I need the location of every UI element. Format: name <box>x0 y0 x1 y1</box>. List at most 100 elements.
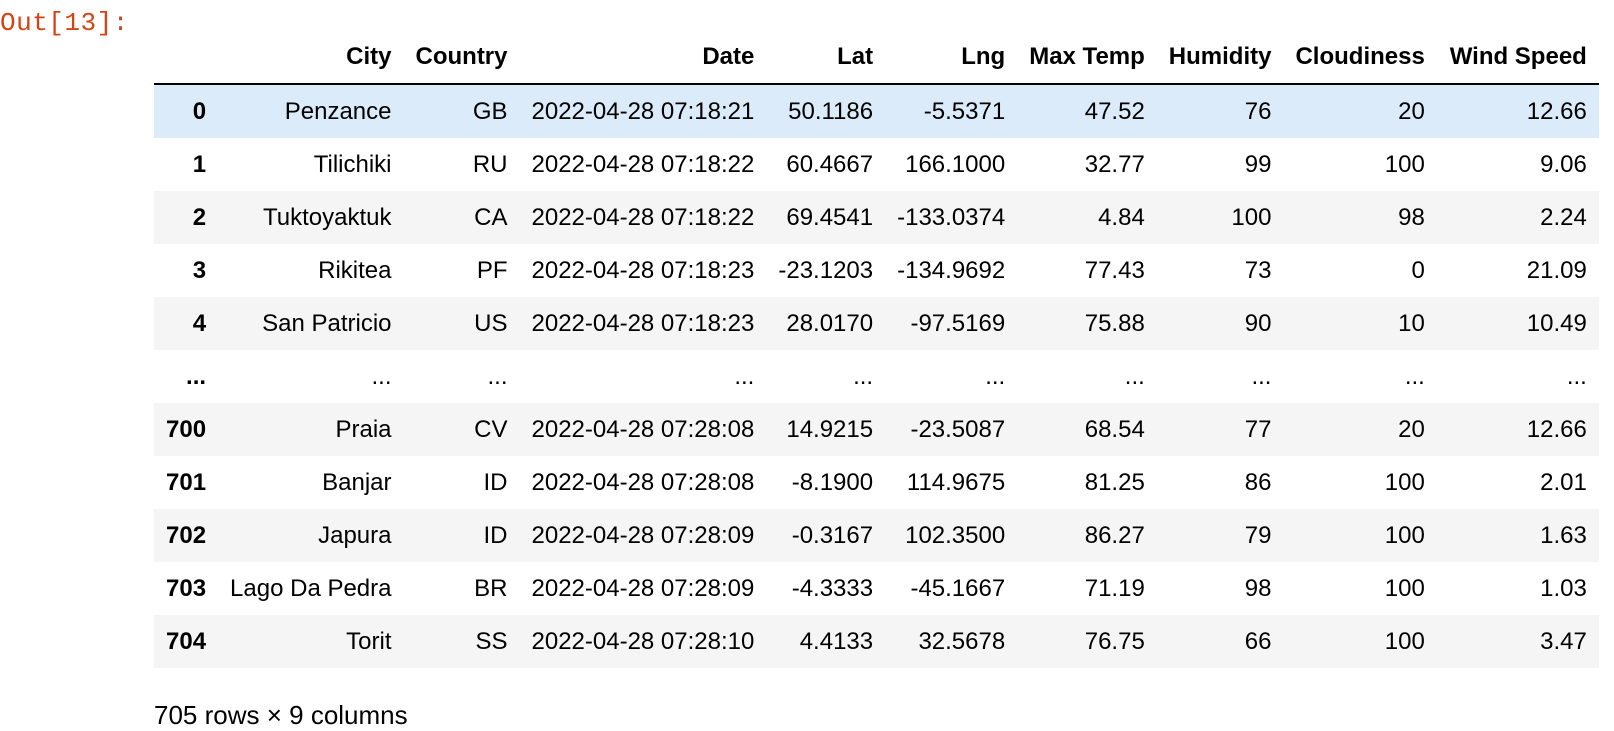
cell-cloudiness: 0 <box>1411 256 1425 284</box>
cell-wind-speed: 2.24 <box>1540 203 1587 231</box>
cell-country: ID <box>483 521 508 549</box>
cell-city: Japura <box>318 521 392 549</box>
cell-humidity: 77 <box>1244 415 1272 443</box>
cell-cloudiness: 100 <box>1384 468 1425 496</box>
cell-wind-speed: 9.06 <box>1540 150 1587 178</box>
cell-humidity: 73 <box>1244 256 1272 284</box>
cell-wind-speed: 2.01 <box>1540 468 1587 496</box>
cell-date: 2022-04-28 07:28:08 <box>531 415 755 443</box>
cell-cloudiness: 10 <box>1398 309 1425 337</box>
index-header <box>154 30 218 84</box>
column-header: Date <box>702 42 755 70</box>
column-header: Cloudiness <box>1295 42 1425 70</box>
cell-lng: 32.5678 <box>918 627 1006 655</box>
cell-lat: ... <box>853 362 874 390</box>
cell-city: San Patricio <box>262 309 392 337</box>
row-index: ... <box>186 362 207 390</box>
column-header: Max Temp <box>1029 42 1145 70</box>
dataframe-output: City Country Date Lat Lng Max Temp Humidity Clo… <box>154 30 1599 668</box>
cell-humidity: 99 <box>1244 150 1272 178</box>
column-header: Humidity <box>1168 42 1272 70</box>
cell-humidity: ... <box>1251 362 1272 390</box>
cell-max-temp: 71.19 <box>1084 574 1145 602</box>
cell-city: Rikitea <box>318 256 392 284</box>
cell-country: BR <box>474 574 508 602</box>
cell-cloudiness: 100 <box>1384 574 1425 602</box>
cell-lat: 14.9215 <box>786 415 874 443</box>
cell-cloudiness: 20 <box>1398 415 1425 443</box>
cell-date: 2022-04-28 07:28:10 <box>531 627 755 655</box>
cell-lng: -133.0374 <box>897 203 1006 231</box>
cell-lat: -8.1900 <box>791 468 874 496</box>
cell-wind-speed: ... <box>1566 362 1587 390</box>
cell-country: CA <box>474 203 508 231</box>
cell-city: Tilichiki <box>313 150 392 178</box>
row-index: 4 <box>192 309 207 337</box>
cell-wind-speed: 10.49 <box>1526 309 1587 337</box>
cell-lng: ... <box>985 362 1006 390</box>
table-row: 3 Rikitea PF 2022-04-28 07:18:23 -23.1203 -13… <box>154 244 1599 297</box>
column-header: Country <box>415 42 508 70</box>
cell-date: 2022-04-28 07:18:22 <box>531 150 755 178</box>
cell-humidity: 66 <box>1244 627 1272 655</box>
cell-date: 2022-04-28 07:18:23 <box>531 309 755 337</box>
table-row: 703 Lago Da Pedra BR 2022-04-28 07:28:09 -4.… <box>154 562 1599 615</box>
table-body: 0 Penzance GB 2022-04-28 07:18:21 50.1186 -5.… <box>154 84 1599 668</box>
cell-country: CV <box>474 415 508 443</box>
cell-max-temp: 77.43 <box>1084 256 1145 284</box>
cell-date: 2022-04-28 07:18:21 <box>531 97 755 125</box>
cell-cloudiness: 100 <box>1384 627 1425 655</box>
cell-country: ID <box>483 468 508 496</box>
cell-lat: -0.3167 <box>791 521 874 549</box>
cell-wind-speed: 1.03 <box>1540 574 1587 602</box>
column-header: Lat <box>837 42 874 70</box>
table-row: 2 Tuktoyaktuk CA 2022-04-28 07:18:22 69.4541… <box>154 191 1599 244</box>
row-index: 702 <box>166 521 207 549</box>
cell-lng: -134.9692 <box>897 256 1006 284</box>
cell-humidity: 100 <box>1231 203 1272 231</box>
cell-country: ... <box>487 362 508 390</box>
cell-humidity: 79 <box>1244 521 1272 549</box>
cell-lng: 102.3500 <box>905 521 1006 549</box>
cell-max-temp: 86.27 <box>1084 521 1145 549</box>
cell-lat: 50.1186 <box>788 97 874 125</box>
cell-wind-speed: 12.66 <box>1526 97 1587 125</box>
cell-city: Penzance <box>284 97 392 125</box>
cell-country: GB <box>472 97 508 125</box>
table-row: 702 Japura ID 2022-04-28 07:28:09 -0.3167 102… <box>154 509 1599 562</box>
cell-city: Torit <box>346 627 392 655</box>
row-index: 703 <box>166 574 207 602</box>
cell-max-temp: 75.88 <box>1084 309 1145 337</box>
cell-wind-speed: 21.09 <box>1526 256 1587 284</box>
cell-lng: -97.5169 <box>910 309 1006 337</box>
cell-cloudiness: 98 <box>1398 203 1425 231</box>
cell-date: 2022-04-28 07:28:09 <box>531 521 755 549</box>
cell-date: 2022-04-28 07:28:09 <box>531 574 755 602</box>
table-row: 701 Banjar ID 2022-04-28 07:28:08 -8.1900 114… <box>154 456 1599 509</box>
cell-lat: 69.4541 <box>786 203 874 231</box>
cell-lat: 60.4667 <box>786 150 874 178</box>
cell-lng: -23.5087 <box>910 415 1006 443</box>
header-row: City Country Date Lat Lng Max Temp Humidity Clo… <box>154 30 1599 84</box>
row-index: 700 <box>166 415 207 443</box>
cell-lat: -23.1203 <box>778 256 874 284</box>
cell-humidity: 86 <box>1244 468 1272 496</box>
row-index: 0 <box>192 97 207 125</box>
table-row: 1 Tilichiki RU 2022-04-28 07:18:22 60.4667 16… <box>154 138 1599 191</box>
table-row: 4 San Patricio US 2022-04-28 07:18:23 28.017… <box>154 297 1599 350</box>
cell-max-temp: 81.25 <box>1084 468 1145 496</box>
cell-lat: 4.4133 <box>799 627 874 655</box>
cell-lat: -4.3333 <box>791 574 874 602</box>
cell-wind-speed: 12.66 <box>1526 415 1587 443</box>
cell-lat: 28.0170 <box>786 309 874 337</box>
cell-max-temp: 4.84 <box>1098 203 1145 231</box>
cell-city: Banjar <box>322 468 392 496</box>
cell-country: US <box>474 309 508 337</box>
dataframe-table: City Country Date Lat Lng Max Temp Humidity Clo… <box>154 30 1599 668</box>
cell-humidity: 90 <box>1244 309 1272 337</box>
cell-date: 2022-04-28 07:28:08 <box>531 468 755 496</box>
cell-max-temp: 32.77 <box>1084 150 1145 178</box>
cell-city: ... <box>371 362 392 390</box>
cell-cloudiness: 100 <box>1384 521 1425 549</box>
row-index: 3 <box>192 256 207 284</box>
